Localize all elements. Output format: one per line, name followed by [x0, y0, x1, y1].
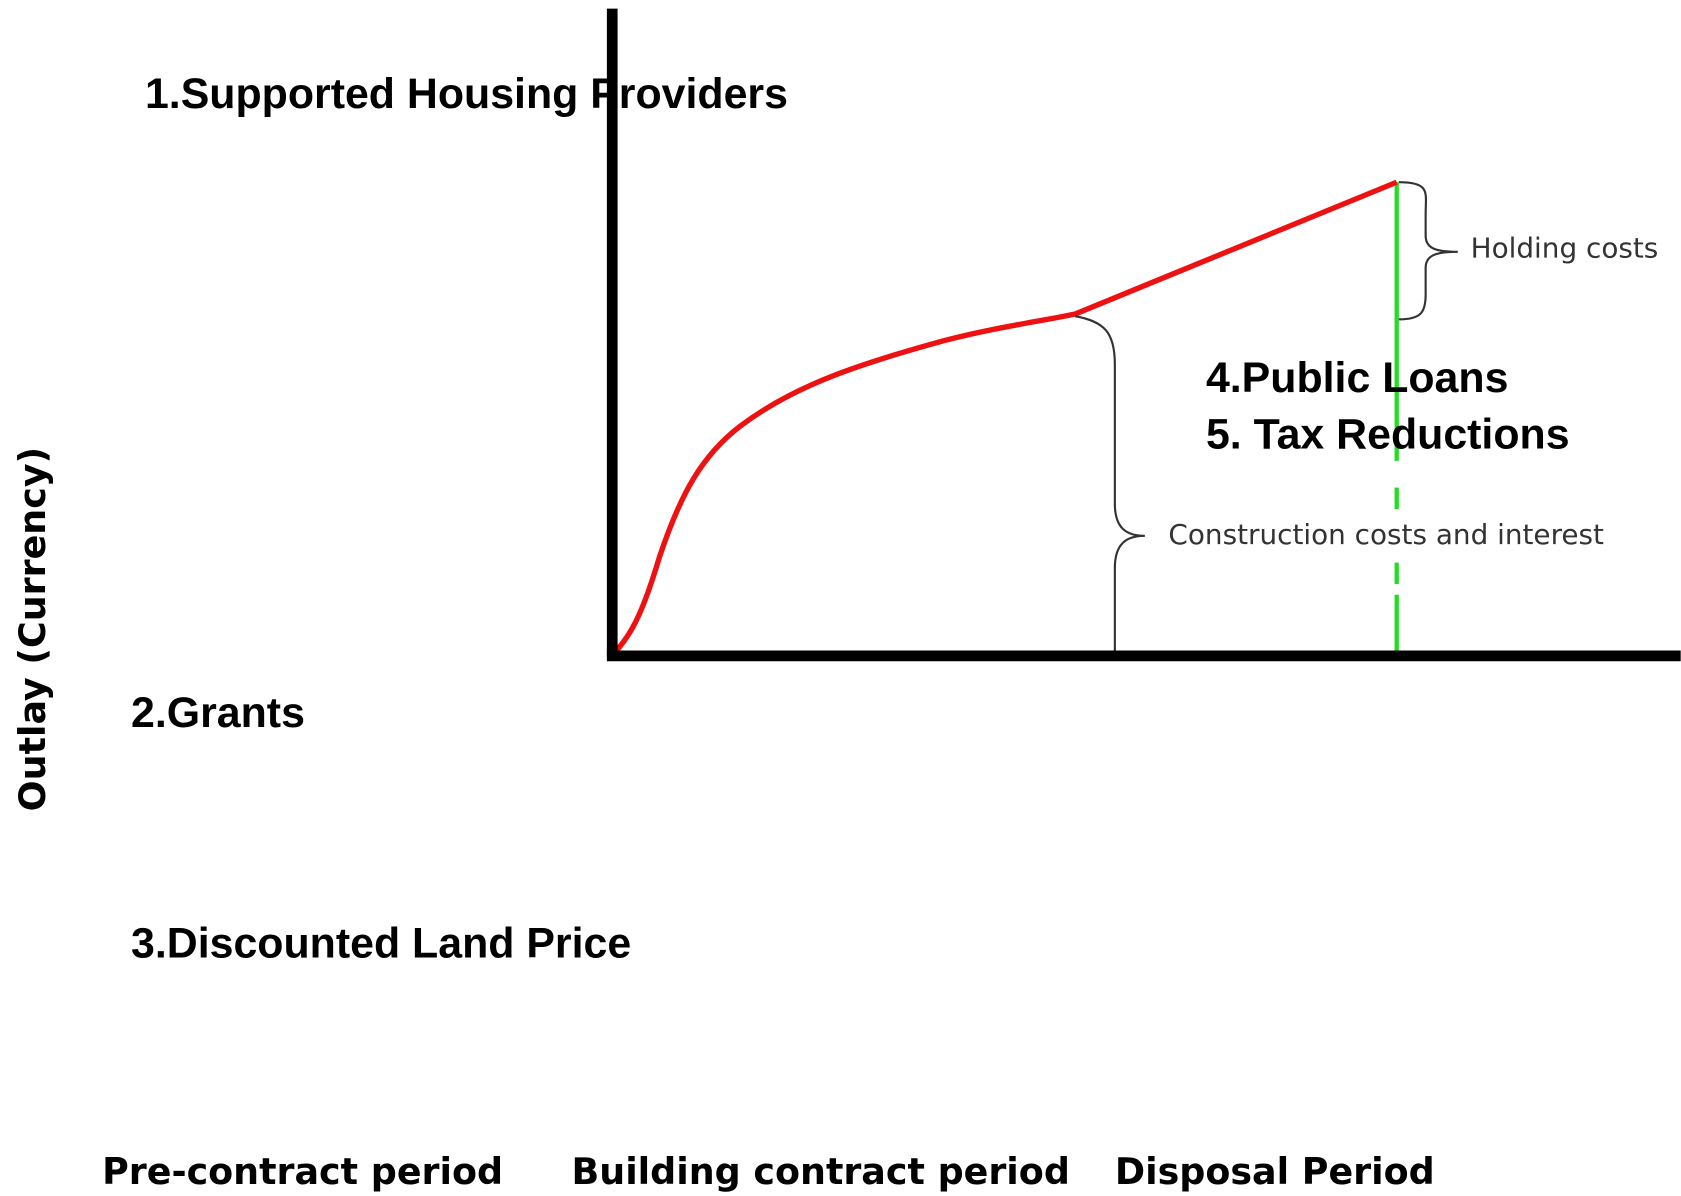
instrument: 5. Tax Reductions [1206, 411, 1570, 459]
outlay-curve [614, 179, 1398, 653]
period-label: Disposal Period [1115, 1150, 1435, 1193]
y-axis-label: Outlay (Currency) [11, 447, 54, 812]
holding-label: Holding costs [1471, 232, 1659, 265]
instrument: 2.Grants [131, 689, 305, 737]
construction-brace [1075, 315, 1145, 651]
holding-brace [1398, 181, 1458, 321]
title: 1.Supported Housing Providers [145, 70, 788, 118]
construction-label: Construction costs and interest [1168, 518, 1604, 551]
period-label: Building contract period [572, 1150, 1070, 1193]
instrument: 4.Public Loans [1206, 354, 1508, 402]
period-label: Pre-contract period [102, 1150, 503, 1193]
instrument: 3.Discounted Land Price [131, 920, 631, 968]
